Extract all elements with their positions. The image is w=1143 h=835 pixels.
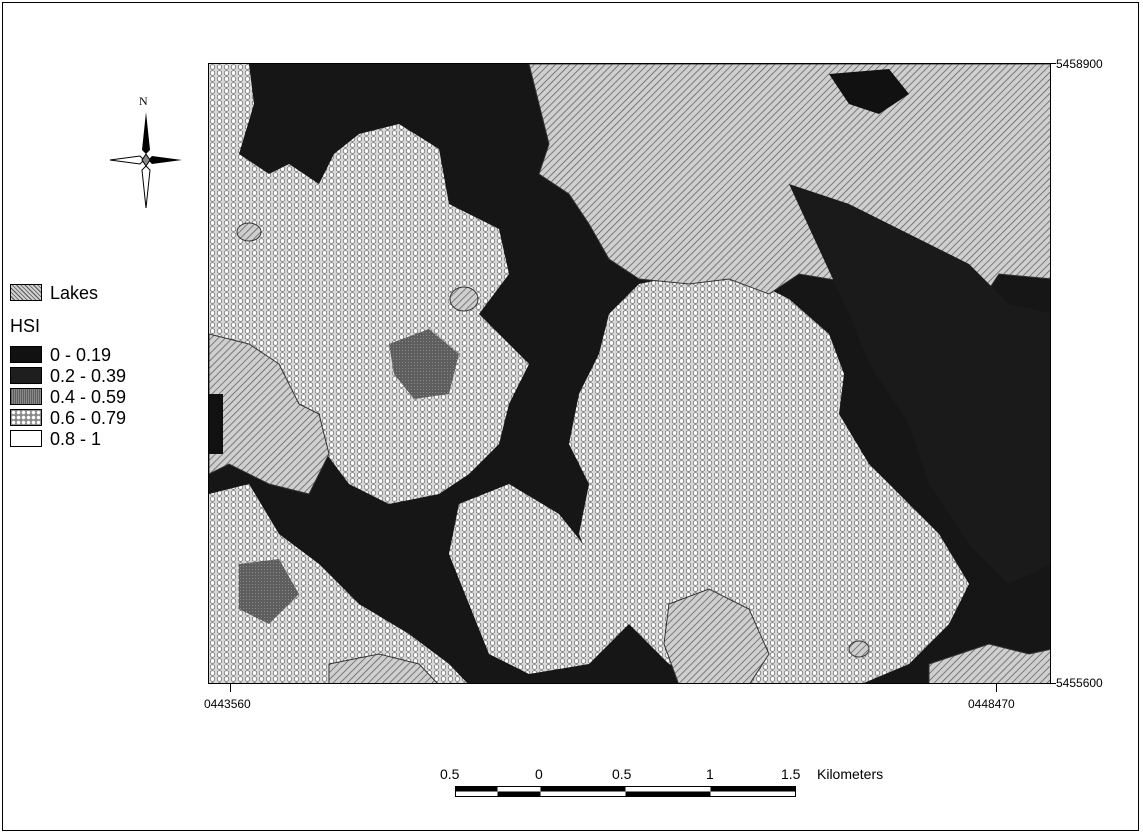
class-0-swatch bbox=[10, 346, 42, 363]
scale-units: Kilometers bbox=[817, 766, 884, 782]
coord-west: 0443560 bbox=[204, 697, 251, 711]
scale-bar bbox=[455, 786, 796, 797]
tick-west bbox=[230, 684, 231, 692]
hsi-title: HSI bbox=[10, 316, 41, 336]
lakes-label: Lakes bbox=[50, 283, 99, 303]
coord-south: 5455600 bbox=[1056, 676, 1103, 690]
north-arrow-icon bbox=[109, 112, 182, 209]
class-3-label: 0.6 - 0.79 bbox=[50, 408, 127, 428]
scale-tick-label: 0.5 bbox=[440, 766, 460, 782]
hsi-high-area bbox=[209, 484, 468, 683]
class-0-label: 0 - 0.19 bbox=[50, 345, 112, 365]
class-2-swatch bbox=[10, 388, 42, 405]
lake-area bbox=[328, 653, 438, 683]
hsi-map[interactable] bbox=[208, 63, 1051, 684]
class-3-swatch bbox=[10, 409, 42, 426]
class-4-swatch bbox=[10, 430, 42, 447]
tick-east bbox=[996, 684, 997, 692]
hsi-high-area bbox=[569, 274, 969, 683]
coord-east: 0448470 bbox=[968, 697, 1015, 711]
scale-tick-label: 1.5 bbox=[781, 766, 801, 782]
tick-north bbox=[1050, 63, 1056, 64]
scale-tick-label: 1 bbox=[706, 766, 714, 782]
lake-area bbox=[928, 643, 1050, 683]
lakes-swatch bbox=[10, 284, 42, 301]
scale-tick-label: 0.5 bbox=[612, 766, 632, 782]
tick-south bbox=[1050, 683, 1056, 684]
class-1-label: 0.2 - 0.39 bbox=[50, 366, 127, 386]
class-1-swatch bbox=[10, 367, 42, 384]
lake-area bbox=[848, 640, 870, 658]
lake-area bbox=[449, 286, 479, 312]
hsi-mid-area bbox=[239, 559, 299, 624]
hsi-mid-area bbox=[389, 329, 459, 399]
hsi-raster bbox=[209, 64, 1050, 683]
north-label: N bbox=[139, 94, 148, 108]
coord-north: 5458900 bbox=[1056, 57, 1103, 71]
lake-area bbox=[663, 588, 770, 683]
hsi-low-area bbox=[209, 394, 223, 454]
hsi-low-area bbox=[789, 184, 1050, 584]
class-4-label: 0.8 - 1 bbox=[50, 429, 102, 449]
lake-area bbox=[236, 222, 262, 242]
lake-area bbox=[209, 333, 330, 495]
hsi-low-area bbox=[829, 69, 909, 114]
scale-tick-label: 0 bbox=[535, 766, 543, 782]
class-2-label: 0.4 - 0.59 bbox=[50, 387, 127, 407]
hsi-high-area bbox=[449, 484, 629, 674]
